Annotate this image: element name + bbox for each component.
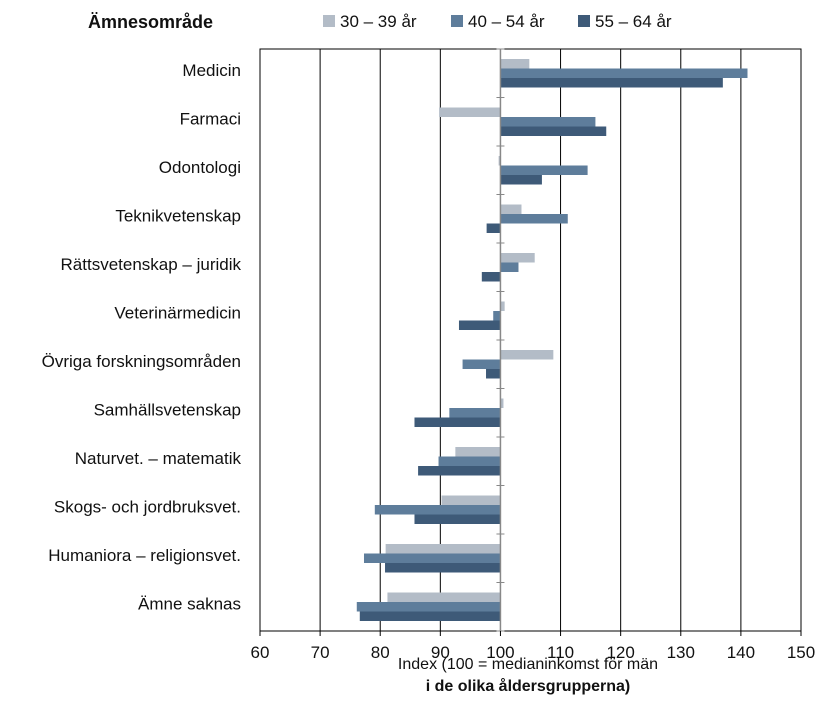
bar-1-12 bbox=[387, 592, 501, 602]
bar-2-8 bbox=[449, 408, 501, 418]
legend-label-2: 40 – 54 år bbox=[468, 12, 545, 31]
bar-3-7 bbox=[486, 369, 501, 379]
legend-swatch-1 bbox=[323, 15, 335, 27]
category-label: Medicin bbox=[182, 61, 241, 80]
x-tick-label: 120 bbox=[606, 643, 634, 662]
category-label: Naturvet. – matematik bbox=[75, 449, 242, 468]
legend-swatch-2 bbox=[451, 15, 463, 27]
x-tick-label: 100 bbox=[486, 643, 514, 662]
bar-1-5 bbox=[500, 253, 535, 263]
category-label: Skogs- och jordbruksvet. bbox=[54, 498, 241, 517]
bar-2-4 bbox=[500, 214, 568, 224]
category-label: Övriga forskningsområden bbox=[42, 352, 241, 371]
bar-2-12 bbox=[356, 602, 501, 612]
bar-3-8 bbox=[414, 417, 501, 427]
bar-2-11 bbox=[363, 553, 501, 563]
bar-2-7 bbox=[462, 359, 501, 369]
x-tick-label: 70 bbox=[311, 643, 330, 662]
bar-3-12 bbox=[359, 611, 501, 621]
bar-2-2 bbox=[500, 117, 596, 127]
bar-1-4 bbox=[500, 204, 522, 214]
bar-3-1 bbox=[500, 78, 723, 88]
category-label: Ämne saknas bbox=[138, 595, 241, 614]
bar-1-6 bbox=[500, 301, 505, 311]
bar-2-1 bbox=[500, 68, 748, 78]
bar-1-10 bbox=[441, 495, 501, 505]
bar-3-10 bbox=[414, 514, 501, 524]
category-label: Odontologi bbox=[159, 158, 241, 177]
category-label: Samhällsvetenskap bbox=[94, 401, 241, 420]
bar-3-11 bbox=[385, 563, 501, 573]
x-axis-title-line1: Index (100 = medianinkomst för män bbox=[398, 656, 658, 673]
bar-3-9 bbox=[418, 466, 501, 476]
category-label: Farmaci bbox=[180, 110, 241, 129]
category-label: Veterinärmedicin bbox=[114, 304, 241, 323]
bar-3-6 bbox=[458, 320, 501, 330]
bar-1-7 bbox=[500, 350, 554, 360]
x-tick-label: 150 bbox=[787, 643, 815, 662]
category-label: Rättsvetenskap – juridik bbox=[61, 255, 242, 274]
bar-2-10 bbox=[374, 505, 501, 515]
bar-1-2 bbox=[439, 107, 501, 117]
legend-label-1: 30 – 39 år bbox=[340, 12, 417, 31]
bar-3-3 bbox=[500, 175, 542, 185]
x-tick-label: 110 bbox=[547, 643, 574, 662]
x-tick-label: 80 bbox=[371, 643, 390, 662]
plot-frame bbox=[259, 48, 802, 632]
x-axis-title-line2: i de olika åldersgrupperna) bbox=[426, 677, 631, 695]
bar-1-1 bbox=[500, 59, 530, 69]
bar-1-8 bbox=[500, 398, 504, 408]
bar-2-9 bbox=[438, 456, 501, 466]
bar-1-11 bbox=[385, 544, 501, 554]
legend-title: Ämnesområde bbox=[88, 12, 213, 32]
bar-3-4 bbox=[486, 223, 501, 233]
category-label: Teknikvetenskap bbox=[115, 207, 241, 226]
category-label: Humaniora – religionsvet. bbox=[48, 546, 241, 565]
bar-2-3 bbox=[500, 165, 588, 175]
x-tick-label: 140 bbox=[727, 643, 755, 662]
bar-2-6 bbox=[493, 311, 501, 321]
legend: Ämnesområde 30 – 39 år 40 – 54 år 55 – 64 … bbox=[88, 12, 672, 32]
bar-1-9 bbox=[455, 447, 501, 457]
x-tick-label: 130 bbox=[667, 643, 695, 662]
bar-1-3 bbox=[498, 156, 501, 166]
x-tick-label: 60 bbox=[251, 643, 270, 662]
legend-label-3: 55 – 64 år bbox=[595, 12, 672, 31]
x-tick-label: 90 bbox=[431, 643, 450, 662]
bar-3-5 bbox=[481, 272, 501, 282]
plot-area: Medicin Farmaci Odontologi Teknikvetenskap R… bbox=[42, 48, 815, 662]
legend-swatch-3 bbox=[578, 15, 590, 27]
bar-3-2 bbox=[500, 126, 607, 136]
bar-2-5 bbox=[500, 262, 519, 272]
